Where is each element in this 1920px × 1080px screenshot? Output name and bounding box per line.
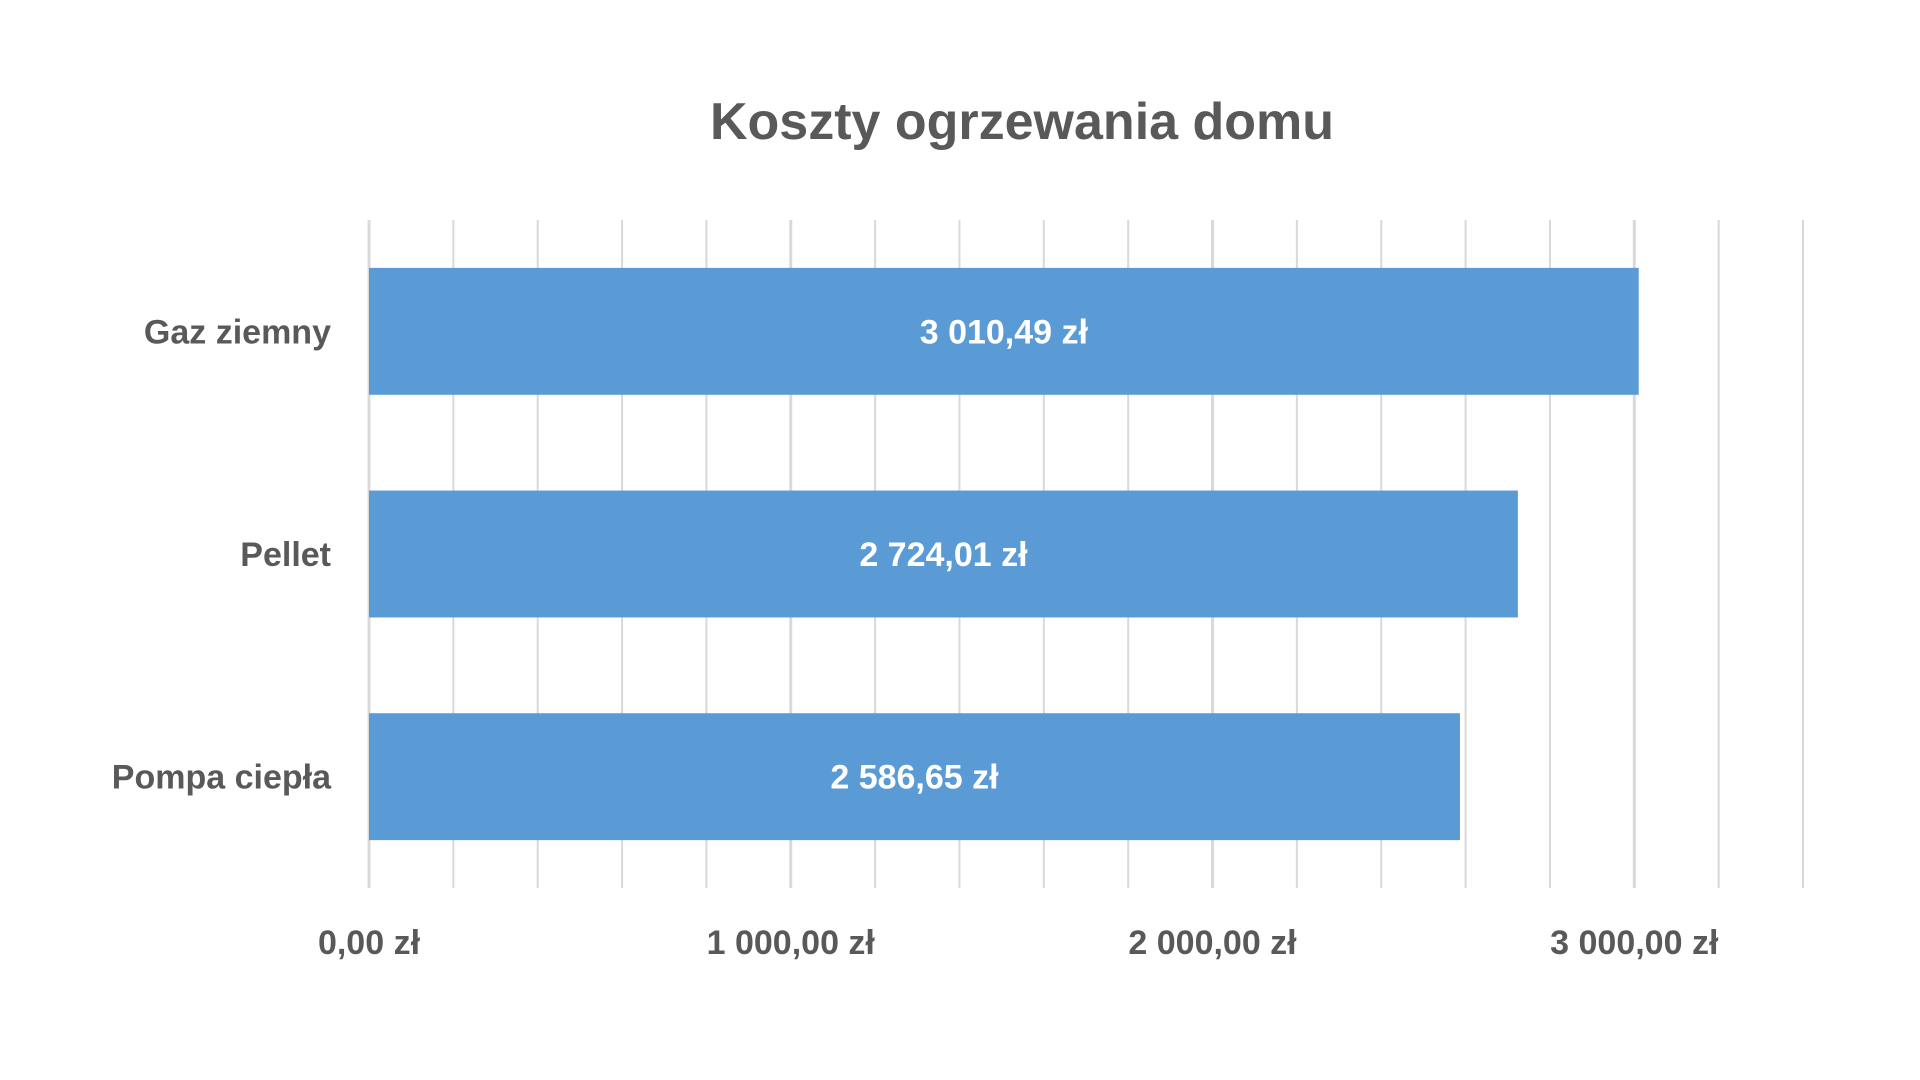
category-label: Pellet	[240, 536, 331, 574]
bar	[369, 267, 1639, 395]
bar	[369, 713, 1460, 841]
category-label: Gaz ziemny	[144, 313, 331, 351]
category-label: Pompa ciepła	[112, 759, 332, 797]
data-label: 3 010,49 zł	[920, 313, 1089, 351]
x-tick-label: 3 000,00 zł	[1550, 924, 1719, 962]
bars	[369, 267, 1639, 841]
data-label: 2 724,01 zł	[859, 536, 1028, 574]
data-label: 2 586,65 zł	[830, 759, 999, 797]
bar	[369, 490, 1518, 618]
x-tick-label: 2 000,00 zł	[1128, 924, 1297, 962]
chart-title: Koszty ogrzewania domu	[709, 93, 1335, 151]
x-tick-label: 1 000,00 zł	[707, 924, 876, 962]
x-tick-label: 0,00 zł	[318, 924, 421, 962]
labels: 3 010,49 zł Gaz ziemny 2 724,01 zł Pellet 2 …	[112, 313, 1719, 962]
